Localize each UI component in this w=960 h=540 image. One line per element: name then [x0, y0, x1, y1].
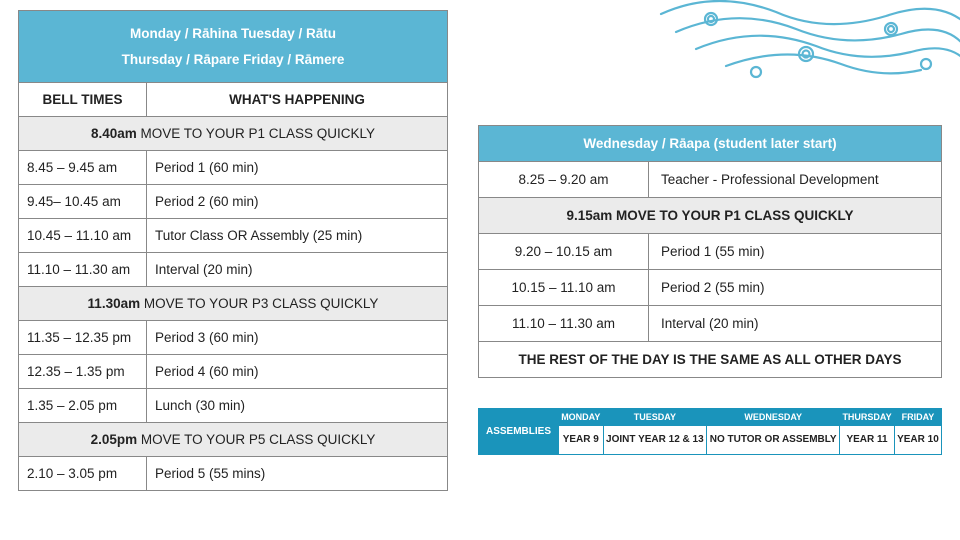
- period-desc: Interval (20 min): [649, 306, 942, 342]
- bell-time: 8.25 – 9.20 am: [479, 162, 649, 198]
- main-header: Monday / Rāhina Tuesday / Rātu Thursday …: [19, 11, 448, 83]
- assemblies-label: ASSEMBLIES: [479, 409, 559, 455]
- asm-day-thu: THURSDAY: [840, 409, 895, 426]
- col-head-bell-times: BELL TIMES: [19, 83, 147, 117]
- bell-time: 8.45 – 9.45 am: [19, 151, 147, 185]
- period-desc: Period 1 (60 min): [147, 151, 448, 185]
- table-row: 2.10 – 3.05 pmPeriod 5 (55 mins): [19, 457, 448, 491]
- asm-val-tue: JOINT YEAR 12 & 13: [603, 426, 707, 455]
- main-header-line2: Thursday / Rāpare Friday / Rāmere: [122, 52, 345, 67]
- period-desc: Tutor Class OR Assembly (25 min): [147, 219, 448, 253]
- asm-day-tue: TUESDAY: [603, 409, 707, 426]
- table-row: 8.45 – 9.45 amPeriod 1 (60 min): [19, 151, 448, 185]
- move-banner: 11.30am MOVE TO YOUR P3 CLASS QUICKLY: [19, 287, 448, 321]
- asm-day-mon: MONDAY: [559, 409, 604, 426]
- table-row: 11.10 – 11.30 amInterval (20 min): [19, 253, 448, 287]
- asm-day-fri: FRIDAY: [894, 409, 941, 426]
- table-row: 8.25 – 9.20 amTeacher - Professional Dev…: [479, 162, 942, 198]
- table-row: 11.30am MOVE TO YOUR P3 CLASS QUICKLY: [19, 287, 448, 321]
- period-desc: Period 3 (60 min): [147, 321, 448, 355]
- period-desc: Interval (20 min): [147, 253, 448, 287]
- col-head-happening: WHAT'S HAPPENING: [147, 83, 448, 117]
- main-header-line1: Monday / Rāhina Tuesday / Rātu: [130, 26, 336, 41]
- bell-time: 2.10 – 3.05 pm: [19, 457, 147, 491]
- bell-time: 10.15 – 11.10 am: [479, 270, 649, 306]
- bell-time: 11.10 – 11.30 am: [19, 253, 147, 287]
- wed-header: Wednesday / Rāapa (student later start): [479, 126, 942, 162]
- asm-val-wed: NO TUTOR OR ASSEMBLY: [707, 426, 840, 455]
- period-desc: Lunch (30 min): [147, 389, 448, 423]
- bell-time: 10.45 – 11.10 am: [19, 219, 147, 253]
- period-desc: Period 1 (55 min): [649, 234, 942, 270]
- move-banner: 9.15am MOVE TO YOUR P1 CLASS QUICKLY: [479, 198, 942, 234]
- period-desc: Teacher - Professional Development: [649, 162, 942, 198]
- period-desc: Period 4 (60 min): [147, 355, 448, 389]
- table-row: 9.20 – 10.15 amPeriod 1 (55 min): [479, 234, 942, 270]
- table-row: 9.15am MOVE TO YOUR P1 CLASS QUICKLY: [479, 198, 942, 234]
- period-desc: Period 2 (60 min): [147, 185, 448, 219]
- bell-time: 9.45– 10.45 am: [19, 185, 147, 219]
- bell-time: 11.35 – 12.35 pm: [19, 321, 147, 355]
- period-desc: Period 5 (55 mins): [147, 457, 448, 491]
- table-row: 11.10 – 11.30 amInterval (20 min): [479, 306, 942, 342]
- table-row: 10.15 – 11.10 amPeriod 2 (55 min): [479, 270, 942, 306]
- table-row: 2.05pm MOVE TO YOUR P5 CLASS QUICKLY: [19, 423, 448, 457]
- move-banner: 8.40am MOVE TO YOUR P1 CLASS QUICKLY: [19, 117, 448, 151]
- assemblies-table: ASSEMBLIES MONDAY TUESDAY WEDNESDAY THUR…: [478, 408, 942, 455]
- move-banner: 2.05pm MOVE TO YOUR P5 CLASS QUICKLY: [19, 423, 448, 457]
- bell-time: 12.35 – 1.35 pm: [19, 355, 147, 389]
- bell-time: 9.20 – 10.15 am: [479, 234, 649, 270]
- table-row: 1.35 – 2.05 pmLunch (30 min): [19, 389, 448, 423]
- bell-time: 1.35 – 2.05 pm: [19, 389, 147, 423]
- wed-footer: THE REST OF THE DAY IS THE SAME AS ALL O…: [479, 342, 942, 378]
- main-timetable: Monday / Rāhina Tuesday / Rātu Thursday …: [18, 10, 448, 491]
- asm-val-thu: YEAR 11: [840, 426, 895, 455]
- period-desc: Period 2 (55 min): [649, 270, 942, 306]
- table-row: 8.40am MOVE TO YOUR P1 CLASS QUICKLY: [19, 117, 448, 151]
- table-row: 9.45– 10.45 amPeriod 2 (60 min): [19, 185, 448, 219]
- asm-day-wed: WEDNESDAY: [707, 409, 840, 426]
- asm-val-mon: YEAR 9: [559, 426, 604, 455]
- table-row: 11.35 – 12.35 pmPeriod 3 (60 min): [19, 321, 448, 355]
- asm-val-fri: YEAR 10: [894, 426, 941, 455]
- bell-time: 11.10 – 11.30 am: [479, 306, 649, 342]
- wednesday-timetable: Wednesday / Rāapa (student later start) …: [478, 125, 942, 378]
- table-row: 10.45 – 11.10 amTutor Class OR Assembly …: [19, 219, 448, 253]
- table-row: 12.35 – 1.35 pmPeriod 4 (60 min): [19, 355, 448, 389]
